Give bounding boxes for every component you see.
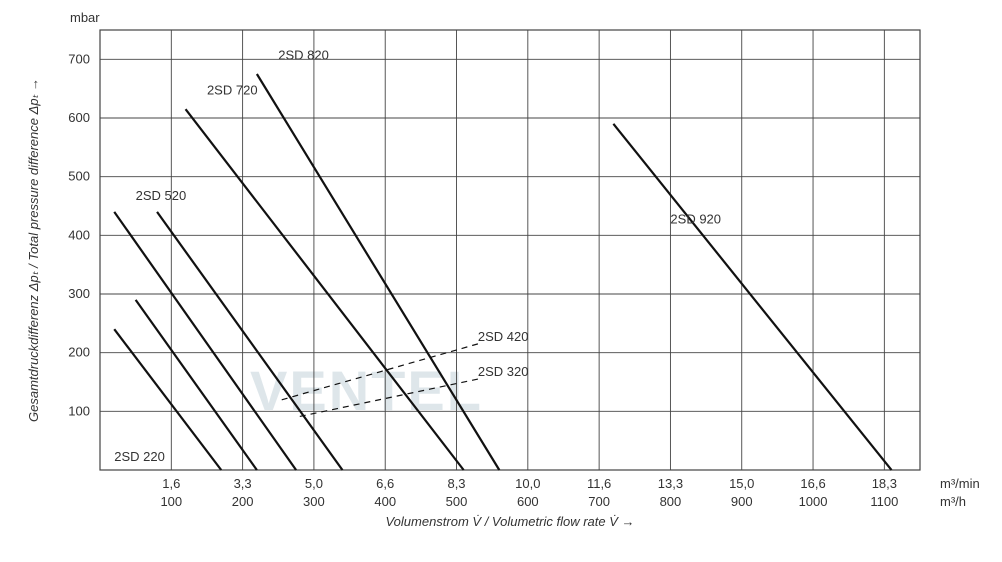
series-label: 2SD 420 (478, 329, 529, 344)
x-tick-min: 6,6 (376, 476, 394, 491)
series-label: 2SD 320 (478, 364, 529, 379)
x-tick-min: 8,3 (447, 476, 465, 491)
y-tick-label: 100 (68, 403, 90, 418)
x-tick-min: 5,0 (305, 476, 323, 491)
x-tick-min: 15,0 (729, 476, 754, 491)
series-label: 2SD 720 (207, 83, 258, 98)
x-tick-min: 18,3 (872, 476, 897, 491)
x-tick-h: 400 (374, 494, 396, 509)
x-axis-label: Volumenstrom V̇ / Volumetric flow rate V… (385, 514, 634, 529)
y-tick-label: 200 (68, 345, 90, 360)
y-tick-label: 300 (68, 286, 90, 301)
x-unit-min: m³/min (940, 476, 980, 491)
series-label: 2SD 920 (670, 212, 721, 227)
x-tick-h: 600 (517, 494, 539, 509)
x-tick-h: 200 (232, 494, 254, 509)
series-label: 2SD 220 (114, 449, 165, 464)
x-tick-min: 16,6 (800, 476, 825, 491)
series-label: 2SD 520 (136, 188, 187, 203)
x-tick-h: 500 (446, 494, 468, 509)
x-tick-min: 1,6 (162, 476, 180, 491)
pressure-flow-chart: VENTELmbar1002003004005006007001,61003,3… (0, 0, 1002, 562)
x-tick-h: 300 (303, 494, 325, 509)
y-unit-label: mbar (70, 10, 100, 25)
y-tick-label: 600 (68, 110, 90, 125)
x-tick-min: 3,3 (234, 476, 252, 491)
x-unit-h: m³/h (940, 494, 966, 509)
x-tick-min: 10,0 (515, 476, 540, 491)
series-label: 2SD 820 (278, 47, 329, 62)
x-tick-min: 13,3 (658, 476, 683, 491)
y-tick-label: 700 (68, 51, 90, 66)
x-tick-h: 100 (160, 494, 182, 509)
y-tick-label: 400 (68, 227, 90, 242)
x-tick-h: 1000 (799, 494, 828, 509)
x-tick-h: 900 (731, 494, 753, 509)
x-tick-h: 700 (588, 494, 610, 509)
x-tick-h: 1100 (870, 494, 898, 509)
y-axis-label: Gesamtdruckdifferenz Δpₜ / Total pressur… (26, 78, 41, 422)
x-tick-min: 11,6 (587, 476, 611, 491)
x-tick-h: 800 (660, 494, 682, 509)
y-tick-label: 500 (68, 169, 90, 184)
